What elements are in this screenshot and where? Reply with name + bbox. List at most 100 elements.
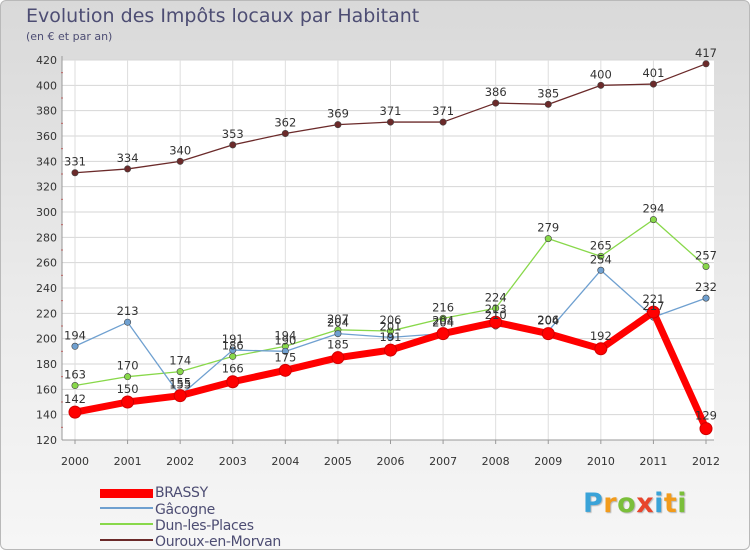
x-tick-label: 2004 (271, 455, 299, 468)
data-label-g-cogne: 213 (117, 304, 139, 318)
data-label-dun-les-places: 186 (222, 338, 244, 352)
y-tick-label: 420 (36, 54, 57, 67)
data-point-dun-les-places (649, 216, 657, 224)
data-label-g-cogne: 210 (485, 308, 507, 322)
data-point-ouroux-en-morvan (439, 118, 447, 126)
data-label-g-cogne: 204 (432, 316, 454, 330)
data-point-ouroux-en-morvan (176, 157, 184, 165)
data-label-g-cogne: 204 (327, 316, 349, 330)
data-label-ouroux-en-morvan: 362 (274, 115, 296, 129)
data-point-ouroux-en-morvan (281, 129, 289, 137)
data-label-brassy: 155 (169, 376, 191, 390)
data-point-g-cogne (702, 294, 710, 302)
data-point-brassy (646, 305, 660, 319)
y-tick-label: 400 (36, 79, 57, 92)
data-point-brassy (226, 375, 240, 389)
chart-title: Evolution des Impôts locaux par Habitant (26, 5, 420, 27)
data-label-g-cogne: 194 (64, 328, 86, 342)
x-tick-label: 2009 (534, 455, 562, 468)
y-tick-label: 320 (36, 181, 57, 194)
logo-letter: r (603, 488, 618, 519)
y-tick-label: 240 (36, 282, 57, 295)
data-point-brassy (384, 343, 397, 357)
y-tick-label: 160 (36, 383, 57, 396)
data-point-brassy (436, 327, 450, 341)
chart-subtitle: (en € et par an) (26, 30, 113, 43)
data-label-brassy: 221 (642, 292, 664, 306)
data-point-g-cogne (386, 333, 394, 341)
y-tick-label: 300 (36, 206, 57, 219)
legend-label-gacogne: Gâcogne (155, 502, 215, 518)
data-point-ouroux-en-morvan (334, 121, 342, 129)
data-point-brassy (278, 363, 292, 377)
data-point-brassy (594, 342, 608, 356)
logo-letter: t (663, 488, 678, 519)
data-point-ouroux-en-morvan (544, 100, 552, 108)
series-lines (68, 60, 713, 436)
x-tick-label: 2008 (482, 455, 510, 468)
data-label-ouroux-en-morvan: 369 (327, 107, 349, 121)
y-tick-label: 280 (36, 231, 57, 244)
y-tick-label: 260 (36, 257, 57, 270)
data-point-brassy (699, 422, 713, 436)
data-label-ouroux-en-morvan: 334 (117, 151, 139, 165)
data-label-dun-les-places: 294 (642, 202, 664, 216)
data-label-dun-les-places: 257 (695, 248, 717, 262)
x-tick-label: 2001 (114, 455, 142, 468)
data-label-brassy: 129 (695, 409, 717, 423)
data-point-dun-les-places (544, 235, 552, 243)
data-label-dun-les-places: 206 (380, 313, 402, 327)
data-point-g-cogne (597, 266, 605, 274)
data-label-g-cogne: 254 (590, 252, 612, 266)
data-label-g-cogne: 217 (642, 299, 664, 313)
x-tick-label: 2011 (639, 455, 667, 468)
data-label-ouroux-en-morvan: 353 (222, 127, 244, 141)
data-point-brassy (121, 395, 135, 409)
y-tick-label: 120 (36, 434, 57, 447)
data-point-g-cogne (229, 346, 237, 354)
data-point-ouroux-en-morvan (702, 60, 710, 68)
data-point-ouroux-en-morvan (229, 141, 237, 149)
data-point-dun-les-places (597, 252, 605, 260)
proxiti-logo: Proxiti (583, 488, 687, 519)
data-label-g-cogne: 232 (695, 280, 717, 294)
data-point-g-cogne (281, 347, 289, 355)
data-label-brassy: 185 (327, 338, 349, 352)
x-tick-label: 2007 (429, 455, 457, 468)
y-tick-label: 380 (36, 105, 57, 118)
data-label-g-cogne: 191 (222, 332, 244, 346)
data-label-g-cogne: 155 (169, 378, 191, 392)
legend-label-ouroux-en-morvan: Ouroux-en-Morvan (155, 534, 281, 550)
data-point-g-cogne (334, 330, 342, 338)
data-label-dun-les-places: 174 (169, 354, 191, 368)
y-tick-label: 220 (36, 307, 57, 320)
data-point-ouroux-en-morvan (124, 165, 132, 173)
data-point-brassy (489, 315, 503, 329)
data-point-dun-les-places (492, 304, 500, 312)
legend-swatch-brassy (100, 489, 153, 498)
data-label-brassy: 166 (222, 362, 244, 376)
data-label-dun-les-places: 170 (117, 359, 139, 373)
data-label-ouroux-en-morvan: 340 (169, 143, 191, 157)
logo-letter: i (654, 488, 664, 519)
x-tick-label: 2005 (324, 455, 352, 468)
data-label-brassy: 175 (274, 350, 296, 364)
logo-letter: o (617, 488, 637, 519)
data-label-brassy: 204 (432, 314, 454, 328)
x-tick-label: 2003 (219, 455, 247, 468)
data-label-ouroux-en-morvan: 401 (642, 66, 664, 80)
data-label-ouroux-en-morvan: 385 (537, 86, 559, 100)
x-tick-label: 2010 (587, 455, 615, 468)
data-label-ouroux-en-morvan: 331 (64, 155, 86, 169)
data-label-g-cogne: 206 (537, 313, 559, 327)
data-point-brassy (173, 389, 187, 403)
legend-swatch-ouroux-en-morvan (100, 539, 153, 541)
data-point-brassy (68, 405, 82, 419)
legend-label-brassy: BRASSY (155, 485, 208, 501)
data-point-ouroux-en-morvan (597, 81, 605, 89)
data-label-g-cogne: 201 (380, 319, 402, 333)
data-label-ouroux-en-morvan: 400 (590, 67, 612, 81)
data-label-ouroux-en-morvan: 417 (695, 46, 717, 60)
logo-letter: i (677, 488, 688, 519)
